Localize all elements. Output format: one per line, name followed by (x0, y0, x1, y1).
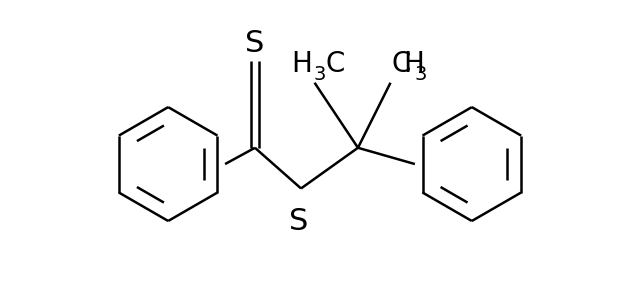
Text: 3: 3 (314, 65, 326, 84)
Text: H: H (403, 50, 424, 78)
Text: H: H (291, 50, 312, 78)
Text: S: S (245, 29, 264, 58)
Text: C: C (392, 50, 411, 78)
Text: S: S (289, 207, 308, 236)
Text: 3: 3 (415, 65, 428, 84)
Text: C: C (325, 50, 345, 78)
